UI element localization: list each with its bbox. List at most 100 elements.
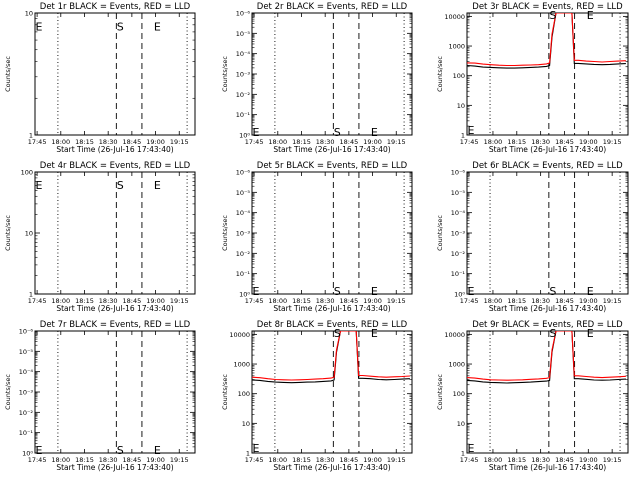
x-tick-label: 19:15: [603, 456, 622, 464]
x-tick-label: 19:15: [170, 456, 189, 464]
x-tick-label: 19:15: [387, 297, 406, 305]
y-tick-label: 1: [29, 291, 33, 299]
x-tick-label: 19:15: [603, 138, 622, 146]
x-tick-label: 19:00: [363, 297, 382, 305]
panel-title: Det 1r BLACK = Events, RED = LLD: [40, 2, 191, 12]
y-tick-label: 10⁰: [454, 291, 465, 299]
x-tick-label: 17:45: [460, 138, 479, 146]
series-events: [252, 331, 410, 384]
panel-det-5: Det 5r BLACK = Events, RED = LLD Counts/s…: [221, 161, 413, 313]
y-tick-label: 10⁻²: [236, 250, 251, 258]
series-lld: [467, 331, 626, 381]
y-tick-label: 10⁻⁵: [236, 189, 251, 197]
panel-title: Det 8r BLACK = Events, RED = LLD: [257, 320, 408, 330]
x-tick-label: 19:00: [363, 456, 382, 464]
x-axis-label: Start Time (26-Jul-16 17:43:40): [56, 145, 173, 154]
x-tick-label: 18:15: [292, 297, 311, 305]
y-tick-label: 10⁻⁵: [19, 348, 34, 356]
x-tick-label: 18:30: [99, 138, 118, 146]
marker-s: S: [117, 179, 124, 192]
x-tick-label: 19:00: [146, 138, 165, 146]
y-tick-label: 10000: [229, 331, 250, 339]
y-axis-label: Counts/sec: [4, 374, 12, 410]
y-axis-label: Counts/sec: [4, 215, 12, 251]
y-tick-label: 10⁻⁴: [236, 209, 251, 217]
y-tick-label: 10⁻³: [19, 389, 34, 397]
y-tick-label: 10⁻¹: [236, 270, 251, 278]
x-tick-label: 17:45: [245, 297, 264, 305]
marker-s: S: [549, 9, 556, 22]
y-tick-label: 10⁻³: [236, 71, 251, 79]
marker-e: E: [154, 20, 161, 33]
plot-frame: [251, 171, 413, 295]
x-tick-label: 18:15: [75, 297, 94, 305]
x-tick-label: 17:45: [460, 456, 479, 464]
x-tick-label: 18:00: [484, 456, 503, 464]
y-tick-label: 1: [246, 450, 250, 458]
y-tick-label: 1: [461, 132, 465, 140]
panel-title: Det 9r BLACK = Events, RED = LLD: [472, 320, 623, 330]
y-tick-label: 10⁻⁴: [19, 368, 34, 376]
x-axis-label: Start Time (26-Jul-16 17:43:40): [56, 463, 173, 472]
x-axis-label: Start Time (26-Jul-16 17:43:40): [56, 304, 173, 313]
x-tick-label: 19:00: [579, 456, 598, 464]
y-tick-label: 10⁻⁶: [236, 169, 251, 177]
x-tick-label: 18:45: [123, 138, 142, 146]
x-tick-label: 19:15: [170, 138, 189, 146]
series-lld: [467, 13, 626, 67]
plot-frame: [34, 330, 196, 454]
marker-s: S: [549, 285, 556, 298]
y-tick-label: 10: [25, 10, 33, 18]
x-tick-label: 17:45: [28, 297, 47, 305]
y-tick-label: 10000: [444, 331, 465, 339]
marker-e: E: [252, 285, 259, 298]
x-tick-label: 17:45: [245, 456, 264, 464]
marker-e: E: [467, 124, 474, 137]
y-tick-label: 100: [21, 169, 33, 177]
x-axis-label: Start Time (26-Jul-16 17:43:40): [273, 304, 390, 313]
x-tick-label: 17:45: [245, 138, 264, 146]
x-tick-label: 18:45: [555, 138, 574, 146]
x-tick-label: 18:00: [484, 138, 503, 146]
x-tick-label: 18:15: [507, 456, 526, 464]
y-tick-label: 10⁻⁶: [451, 169, 466, 177]
x-axis-label: Start Time (26-Jul-16 17:43:40): [273, 145, 390, 154]
x-tick-label: 18:15: [292, 138, 311, 146]
marker-e: E: [35, 444, 42, 457]
y-tick-label: 100: [453, 390, 465, 398]
x-tick-label: 18:15: [507, 138, 526, 146]
y-tick-label: 10⁻¹: [19, 429, 34, 437]
x-tick-label: 18:30: [316, 456, 335, 464]
y-tick-label: 10: [457, 102, 465, 110]
x-tick-label: 18:00: [268, 456, 287, 464]
panel-title: Det 3r BLACK = Events, RED = LLD: [472, 2, 623, 12]
x-tick-label: 18:45: [123, 297, 142, 305]
x-tick-label: 17:45: [460, 297, 479, 305]
x-tick-label: 18:15: [75, 456, 94, 464]
y-tick-label: 10: [457, 420, 465, 428]
y-tick-label: 10⁻⁵: [236, 30, 251, 38]
x-tick-label: 18:45: [555, 456, 574, 464]
x-tick-label: 18:00: [51, 297, 70, 305]
y-tick-label: 10⁻¹: [236, 111, 251, 119]
y-axis-label: Counts/sec: [436, 215, 444, 251]
y-tick-label: 10⁻³: [236, 230, 251, 238]
y-tick-label: 10⁻²: [19, 409, 34, 417]
x-tick-label: 18:00: [51, 456, 70, 464]
panel-det-9: Det 9r BLACK = Events, RED = LLD Counts/s…: [436, 320, 629, 472]
series-lld: [252, 331, 410, 381]
plot-frame: [466, 171, 629, 295]
y-tick-label: 100: [238, 390, 250, 398]
x-tick-label: 19:00: [146, 456, 165, 464]
marker-s: S: [549, 327, 556, 340]
x-tick-label: 17:45: [28, 456, 47, 464]
x-tick-label: 19:15: [170, 297, 189, 305]
y-axis-label: Counts/sec: [436, 374, 444, 410]
x-tick-label: 19:00: [579, 297, 598, 305]
x-tick-label: 18:30: [531, 297, 550, 305]
panel-det-8: Det 8r BLACK = Events, RED = LLD Counts/s…: [221, 320, 413, 472]
y-axis-label: Counts/sec: [221, 215, 229, 251]
x-tick-label: 19:00: [579, 138, 598, 146]
x-tick-label: 18:30: [531, 138, 550, 146]
